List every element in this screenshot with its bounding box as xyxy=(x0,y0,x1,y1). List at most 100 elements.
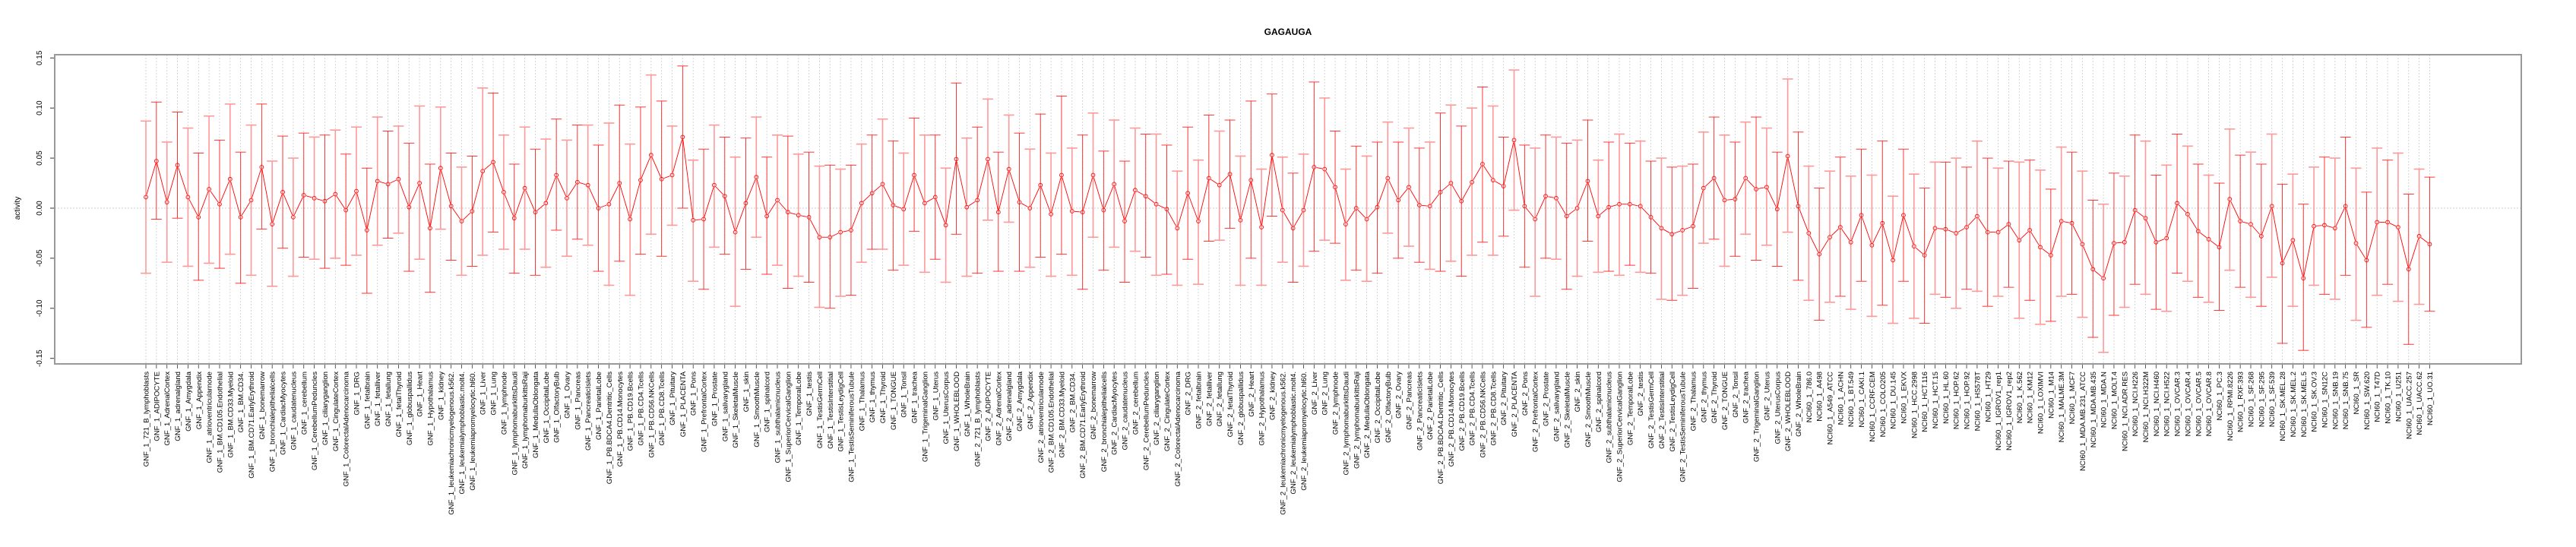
mean-line-segment xyxy=(1303,169,1315,208)
data-point xyxy=(1564,213,1569,219)
error-bar xyxy=(2235,154,2246,288)
error-bar xyxy=(1404,127,1414,247)
x-tick-label: GNF_1_Thalamus xyxy=(858,372,866,432)
error-bar xyxy=(1055,95,1067,255)
x-tick-label: GNF_2_leukemiachronicmyelogenous.k562. xyxy=(1279,372,1287,515)
x-tick-label: GNF_2_BM.CD71.EarlyErythroid xyxy=(1079,372,1087,479)
data-point xyxy=(248,198,254,203)
error-bar xyxy=(2108,172,2119,316)
data-point xyxy=(2059,219,2064,223)
data-point xyxy=(565,195,569,201)
data-point xyxy=(1817,251,1822,257)
mean-line-segment xyxy=(1158,204,1165,209)
data-point xyxy=(185,194,191,200)
error-bar xyxy=(929,134,941,260)
data-point xyxy=(1280,207,1285,213)
data-point xyxy=(2301,276,2306,281)
x-tick-label: GNF_1_bonemarrow xyxy=(258,372,267,440)
data-point xyxy=(1490,178,1495,182)
mean-line-segment xyxy=(1767,189,1777,207)
mean-line-segment xyxy=(252,169,261,198)
mean-line-segment xyxy=(2303,228,2314,277)
x-tick-label: NCI60_1_BT.549 xyxy=(1847,372,1856,427)
x-tick-label: GNF_1_Pons xyxy=(690,372,698,416)
error-bar xyxy=(688,159,699,283)
mean-line-segment xyxy=(1514,142,1525,204)
x-tick-label: NCI60_1_SNB.19 xyxy=(2331,372,2340,429)
data-point xyxy=(1049,212,1053,217)
data-point xyxy=(986,157,990,162)
error-bar xyxy=(562,139,572,258)
error-bar xyxy=(1771,151,1783,267)
data-point xyxy=(1301,207,1306,213)
data-point xyxy=(354,188,359,194)
error-bar xyxy=(656,100,667,257)
error-bar xyxy=(2098,203,2109,353)
data-point xyxy=(238,215,243,220)
x-tick-label: GNF_1_leukemiachronicmyelogenous.k562. xyxy=(448,372,456,515)
error-bar xyxy=(287,157,299,277)
x-tick-label: NCI60_1_SK.MEL.2 xyxy=(2290,372,2298,437)
x-tick-label: GNF_2_spinalcord xyxy=(1595,372,1603,432)
x-tick-label: GNF_2_WholeBrain xyxy=(1795,372,1803,437)
x-tick-label: GNF_1_spinalcord xyxy=(764,372,772,432)
data-point xyxy=(574,179,580,185)
x-tick-label: NCI60_1_HL.60 xyxy=(1942,372,1951,424)
error-bar xyxy=(625,143,636,296)
mean-line-segment xyxy=(1421,204,1428,207)
data-point xyxy=(1943,226,1948,232)
x-tick-label: GNF_2_PB.BDCA4.Dentritic_Cells xyxy=(1437,372,1445,484)
x-tick-label: GNF_1_atrioventricularnode xyxy=(206,372,214,463)
data-point xyxy=(1027,206,1033,210)
data-point xyxy=(1669,232,1675,237)
error-bars-layer xyxy=(141,65,2435,353)
x-tick-label: NCI60_1_NCI.H226 xyxy=(2131,372,2140,436)
data-point xyxy=(1416,203,1422,207)
x-tick-label: NCI60_1_SK.OV.3 xyxy=(2311,372,2319,432)
error-bar xyxy=(2003,160,2014,288)
x-tick-label: GNF_2_adrenalgland xyxy=(1005,372,1014,441)
x-tick-label: GNF_1_Uterus xyxy=(932,372,940,421)
data-point xyxy=(932,194,938,200)
mean-line-segment xyxy=(2021,231,2029,239)
x-tick-label: NCI60_1_CAKI.1 xyxy=(1858,372,1866,428)
x-tick-label: GNF_2_kidney xyxy=(1268,372,1277,420)
mean-line-layer xyxy=(146,139,2429,277)
error-bar xyxy=(2382,160,2394,285)
mean-line-segment xyxy=(2335,208,2345,226)
x-tick-label: GNF_2_Liver xyxy=(1311,371,1319,415)
error-bar xyxy=(235,151,246,284)
error-bar xyxy=(182,127,194,267)
error-bar xyxy=(992,151,1004,272)
mean-line-segment xyxy=(1714,180,1724,198)
data-point xyxy=(2090,267,2096,272)
mean-line-segment xyxy=(1841,229,1850,241)
mean-line-segment xyxy=(198,191,209,216)
error-bar xyxy=(1719,134,1730,267)
data-point xyxy=(144,194,148,200)
error-bar xyxy=(719,136,730,255)
error-bar xyxy=(582,124,593,246)
error-bar xyxy=(1476,87,1488,243)
error-bar xyxy=(793,153,804,277)
data-point xyxy=(1090,172,1096,178)
mean-line-segment xyxy=(283,194,293,216)
mean-line-segment xyxy=(1229,176,1241,218)
mean-line-segment xyxy=(493,164,504,191)
error-bar xyxy=(2203,174,2214,303)
error-bar xyxy=(330,129,341,259)
mean-line-segment xyxy=(1557,200,1566,215)
x-tick-label: GNF_1_Ovary xyxy=(564,372,572,419)
data-point xyxy=(2049,253,2053,258)
error-bar xyxy=(2287,173,2299,307)
data-point xyxy=(2038,245,2043,250)
data-point xyxy=(1322,166,1328,172)
error-bar xyxy=(1182,126,1194,260)
error-bar xyxy=(1382,121,1394,234)
error-bar xyxy=(1140,134,1151,258)
x-tick-label: NCI60_1_A498 xyxy=(1816,372,1824,422)
data-point xyxy=(1869,242,1875,248)
x-tick-label: GNF_1_testis xyxy=(805,372,814,416)
error-bar xyxy=(2277,183,2288,344)
x-tick-label: NCI60_1_IGROV1_rep2 xyxy=(2005,372,2014,451)
